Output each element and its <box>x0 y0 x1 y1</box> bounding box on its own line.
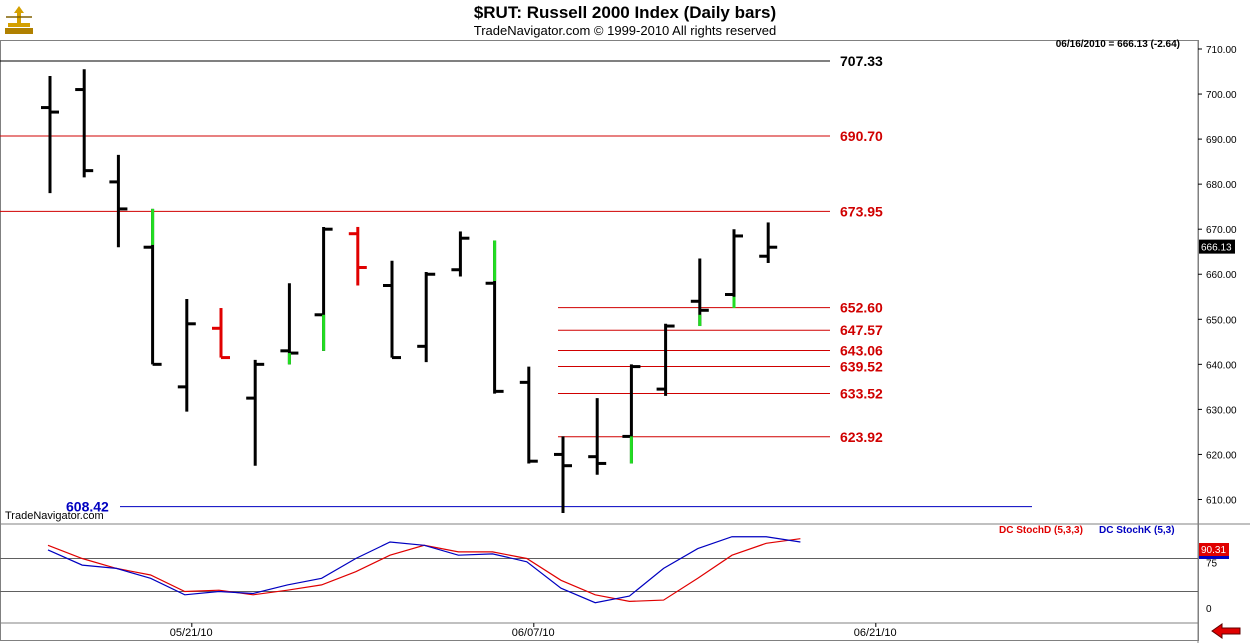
last-price-tag <box>1199 239 1235 254</box>
y-tick-label: 610.00 <box>1206 495 1237 506</box>
stochastic-panel: 75 0 90.31 <box>0 536 1229 615</box>
ind-value-tag-k <box>1199 556 1229 559</box>
level-label: 633.52 <box>840 386 883 402</box>
ohlc-bar <box>417 271 436 363</box>
ohlc-bar <box>109 154 128 248</box>
chart-title: $RUT: Russell 2000 Index (Daily bars) <box>473 3 777 22</box>
ind-axis-label: 75 <box>1206 559 1218 570</box>
level-label: 652.60 <box>840 300 883 316</box>
ohlc-bar <box>690 258 709 327</box>
y-tick-label: 650.00 <box>1206 315 1237 326</box>
level-label: 623.92 <box>840 429 883 445</box>
level-label: 643.06 <box>840 343 883 359</box>
x-tick-label: 06/21/10 <box>854 627 897 639</box>
stoch-d-legend: DC StochD (5,3,3) <box>999 525 1083 536</box>
x-tick-label: 06/07/10 <box>512 627 555 639</box>
y-tick-label: 640.00 <box>1206 360 1237 371</box>
ohlc-bar <box>554 436 572 513</box>
level-lines: 707.33 690.70 673.95 652.60 647.57 643.06639.… <box>0 53 1032 515</box>
ohlc-bar <box>588 398 607 475</box>
ohlc-bar <box>75 69 94 178</box>
ohlc-bar <box>41 76 59 194</box>
ind-value-tag <box>1199 543 1229 556</box>
price-axis: 610.00 620.00 630.00 640.00 650.00 660.00 670.… <box>1198 45 1237 506</box>
ohlc-bar <box>622 364 641 464</box>
y-tick-label: 670.00 <box>1206 225 1237 236</box>
price-bars <box>41 69 778 513</box>
y-tick-label: 630.00 <box>1206 405 1237 416</box>
y-tick-label: 680.00 <box>1206 180 1237 191</box>
chart-subtitle: TradeNavigator.com © 1999-2010 All right… <box>473 23 777 38</box>
y-tick-label: 620.00 <box>1206 450 1237 461</box>
ohlc-bar <box>280 283 299 365</box>
level-label: 673.95 <box>840 203 883 219</box>
last-price-label: 666.13 <box>1201 243 1232 254</box>
ohlc-bar <box>656 323 675 396</box>
level-label: 707.33 <box>840 53 883 69</box>
stoch-k-line <box>47 536 801 604</box>
x-tick-label: 05/21/10 <box>170 627 213 639</box>
ohlc-bar <box>212 308 230 360</box>
y-tick-label: 660.00 <box>1206 270 1237 281</box>
level-label: 647.57 <box>840 322 883 338</box>
ohlc-bar <box>383 260 401 360</box>
watermark: TradeNavigator.com <box>5 510 104 522</box>
y-tick-label: 690.00 <box>1206 135 1237 146</box>
ohlc-bar <box>246 359 265 466</box>
ohlc-bar <box>485 240 504 394</box>
ohlc-bar <box>451 231 470 277</box>
level-label: 639.52 <box>840 358 883 374</box>
stoch-k-legend: DC StochK (5,3) <box>1099 525 1175 536</box>
ind-value-label: 90.31 <box>1201 545 1226 556</box>
outer-border <box>0 40 1199 641</box>
price-readout: 06/16/2010 = 666.13 (-2.64) <box>1055 39 1180 50</box>
y-tick-label: 710.00 <box>1206 45 1237 56</box>
ohlc-bar <box>177 299 196 412</box>
ind-axis-label: 0 <box>1206 604 1212 615</box>
ohlc-bar <box>348 226 367 286</box>
ohlc-bar <box>725 229 743 309</box>
date-axis: 05/21/10 06/07/10 06/21/10 <box>170 623 897 639</box>
y-tick-label: 700.00 <box>1206 90 1237 101</box>
back-arrow-icon[interactable] <box>1210 623 1242 639</box>
ohlc-bar <box>314 226 333 351</box>
ohlc-bar <box>519 366 538 464</box>
level-label: 690.70 <box>840 128 883 144</box>
level-label: 608.42 <box>66 499 109 515</box>
tradenavigator-logo-icon[interactable] <box>2 3 36 37</box>
ohlc-bar <box>143 208 162 366</box>
ohlc-bar <box>759 222 778 263</box>
chart-frame <box>0 40 1250 643</box>
